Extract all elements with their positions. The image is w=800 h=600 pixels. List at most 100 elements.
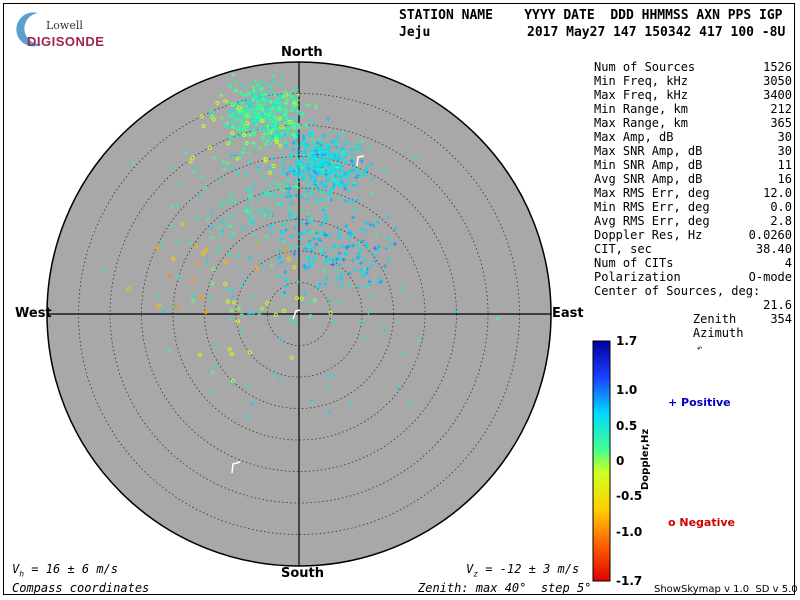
vh-value: = 16 ± 6 m/s [31, 562, 118, 576]
positive-doppler-point [354, 175, 359, 180]
positive-doppler-point [277, 182, 282, 187]
header-values: 2017 May27 147 150342 417 100 -8U [527, 25, 786, 40]
negative-doppler-point [223, 99, 228, 104]
positive-doppler-point [235, 170, 240, 175]
positive-doppler-point [250, 206, 255, 211]
positive-doppler-point [296, 185, 301, 190]
positive-doppler-point [302, 291, 307, 296]
zenith-label: Zenith [692, 312, 737, 326]
positive-doppler-point [256, 208, 261, 213]
positive-doppler-point [356, 241, 361, 246]
negative-doppler-point [229, 308, 234, 313]
positive-doppler-point [303, 193, 308, 198]
positive-doppler-point [295, 179, 300, 184]
positive-doppler-point [295, 164, 300, 169]
positive-doppler-point [323, 212, 328, 217]
positive-doppler-point [307, 178, 312, 183]
positive-doppler-point [322, 149, 327, 154]
positive-doppler-point [344, 139, 349, 144]
colorbar-tick-label: -1.7 [616, 574, 643, 588]
positive-doppler-point [309, 230, 314, 235]
positive-doppler-point [351, 232, 356, 237]
positive-doppler-point [267, 134, 272, 139]
positive-doppler-point [247, 159, 252, 164]
positive-doppler-point [250, 105, 255, 110]
positive-doppler-point [309, 217, 314, 222]
positive-doppler-point [313, 182, 318, 187]
positive-doppler-point [267, 91, 272, 96]
positive-doppler-point [248, 221, 253, 226]
positive-doppler-point [325, 385, 330, 390]
positive-doppler-point [239, 112, 244, 117]
positive-doppler-point [326, 177, 331, 182]
positive-doppler-point [219, 93, 224, 98]
negative-doppler-point [265, 300, 270, 306]
positive-doppler-point [290, 123, 295, 128]
negative-doppler-point [229, 352, 234, 357]
positive-doppler-point [330, 262, 335, 267]
positive-doppler-point [336, 227, 341, 232]
positive-doppler-point [246, 216, 251, 221]
positive-doppler-point [245, 92, 250, 97]
positive-doppler-point [225, 286, 230, 291]
negative-doppler-point [255, 265, 260, 270]
positive-doppler-point [362, 273, 367, 278]
positive-doppler-point [306, 221, 311, 226]
positive-doppler-point [285, 177, 290, 182]
positive-doppler-point [306, 258, 311, 263]
positive-doppler-point [219, 115, 224, 120]
positive-doppler-point [242, 93, 247, 98]
positive-doppler-point [300, 172, 305, 177]
positive-doppler-point [347, 228, 352, 233]
positive-doppler-point [270, 370, 275, 375]
positive-doppler-point [296, 109, 301, 114]
positive-doppler-point [237, 117, 242, 122]
positive-doppler-point [285, 141, 290, 146]
horizontal-velocity: Vh = 16 ± 6 m/s [12, 562, 118, 579]
positive-doppler-point [203, 185, 208, 190]
positive-doppler-point [312, 174, 317, 179]
legend-negative: o Negative [668, 516, 736, 529]
positive-doppler-point [334, 277, 339, 282]
positive-doppler-point [226, 112, 231, 117]
positive-doppler-point [310, 246, 315, 251]
positive-doppler-point [328, 298, 333, 303]
colorbar-label: Doppler,Hz [640, 428, 651, 490]
positive-doppler-point [272, 190, 277, 195]
positive-doppler-point [316, 285, 321, 290]
positive-doppler-point [327, 232, 332, 237]
positive-doppler-point [495, 317, 500, 322]
positive-doppler-point [262, 175, 267, 180]
positive-doppler-point [340, 182, 345, 187]
positive-doppler-point [332, 177, 337, 182]
positive-doppler-point [279, 82, 284, 87]
positive-doppler-point [329, 197, 334, 202]
positive-doppler-point [299, 221, 304, 226]
positive-doppler-point [290, 207, 295, 212]
positive-doppler-point [267, 206, 272, 211]
positive-doppler-point [234, 107, 239, 112]
positive-doppler-point [300, 152, 305, 157]
positive-doppler-point [308, 260, 313, 265]
colorbar-tick-label: 1.7 [616, 334, 638, 348]
positive-doppler-point [233, 79, 238, 84]
positive-doppler-point [334, 157, 339, 162]
positive-doppler-point [303, 266, 308, 271]
positive-doppler-point [325, 276, 330, 281]
positive-doppler-point [363, 228, 368, 233]
stat-value: 30 [777, 144, 792, 158]
stat-label: Doppler Res, Hz [594, 228, 703, 242]
positive-doppler-point [318, 171, 323, 176]
positive-doppler-point [310, 155, 315, 160]
positive-doppler-point [384, 246, 389, 251]
positive-doppler-point [309, 249, 314, 254]
positive-doppler-point [228, 317, 233, 322]
positive-doppler-point [357, 169, 362, 174]
doppler-colorbar [592, 340, 611, 582]
positive-doppler-point [356, 285, 361, 290]
positive-doppler-point [402, 352, 407, 357]
positive-doppler-point [288, 211, 293, 216]
negative-doppler-point [210, 281, 215, 286]
positive-doppler-point [289, 126, 294, 131]
positive-doppler-point [347, 243, 352, 248]
